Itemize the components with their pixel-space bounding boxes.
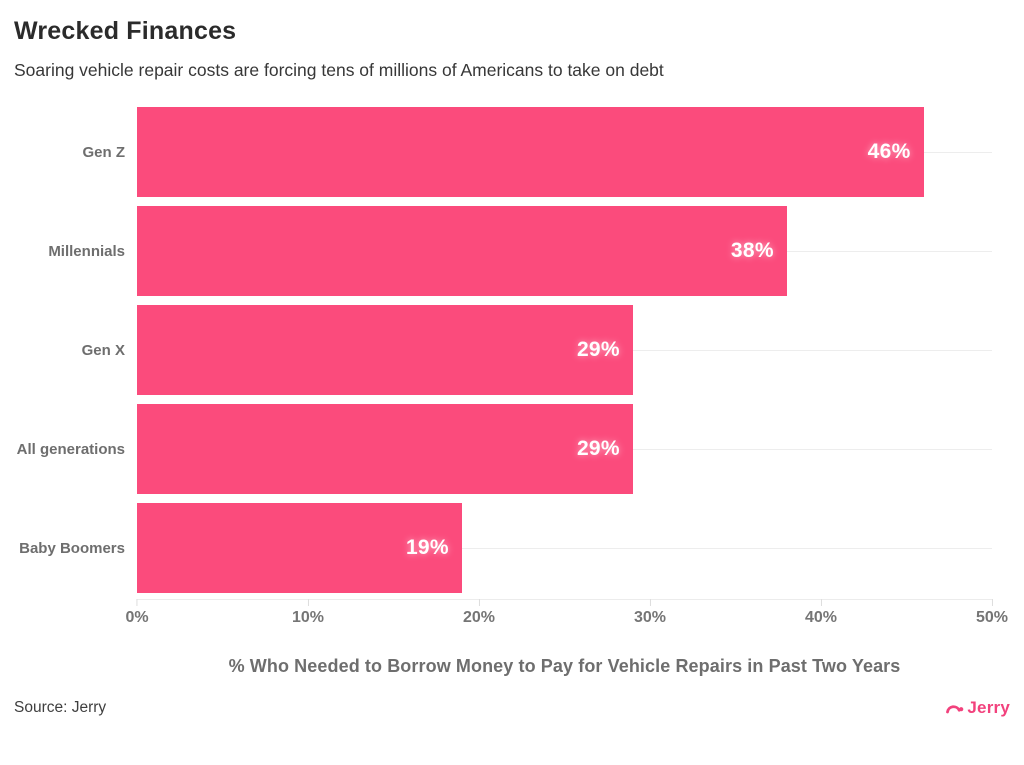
brand-logo: Jerry [945, 698, 1010, 718]
x-axis-tick: 50% [976, 599, 1008, 627]
tick-mark [991, 599, 993, 606]
x-axis: 0% 10% 20% 30% 40% 50% [125, 599, 1008, 633]
chart-footer: Source: Jerry Jerry [14, 698, 1010, 718]
bar-value-label: 38% [730, 239, 774, 262]
tick-label: 30% [633, 609, 667, 626]
bar: 19% [137, 503, 462, 593]
chart-row: All generations 29% [0, 404, 992, 494]
tick-mark [478, 599, 480, 606]
bar-chart: Gen Z 46% Millennials 38% Gen X 29% All genera… [0, 107, 992, 593]
category-label: Millennials [48, 242, 125, 260]
chart-row: Gen X 29% [0, 305, 992, 395]
source-note: Source: Jerry [14, 699, 107, 716]
x-axis-tick: 40% [805, 599, 837, 627]
tick-label: 20% [462, 609, 496, 626]
bar-track: 46% [137, 107, 992, 197]
tick-label: 50% [975, 609, 1009, 626]
bar: 46% [137, 107, 924, 197]
tick-mark [649, 599, 651, 606]
tick-mark [820, 599, 822, 606]
bar-track: 29% [137, 305, 992, 395]
x-axis-tick: 30% [634, 599, 666, 627]
x-axis-tick: 10% [292, 599, 324, 627]
x-axis-tick: 20% [463, 599, 495, 627]
category-label: Gen Z [82, 143, 125, 161]
jerry-swoosh-icon [945, 701, 964, 716]
bar: 29% [137, 404, 633, 494]
bar-track: 38% [137, 206, 992, 296]
tick-label: 10% [291, 609, 325, 626]
x-axis-title: % Who Needed to Borrow Money to Pay for … [228, 656, 901, 676]
tick-mark [136, 599, 138, 606]
chart-row: Millennials 38% [0, 206, 992, 296]
bar-value-label: 19% [405, 536, 449, 559]
chart-title: Wrecked Finances [14, 17, 237, 45]
tick-label: 0% [125, 609, 149, 626]
gridline [137, 548, 992, 549]
chart-row: Baby Boomers 19% [0, 503, 992, 593]
tick-label: 40% [804, 609, 838, 626]
bar: 29% [137, 305, 633, 395]
bar-value-label: 29% [576, 437, 620, 460]
brand-logo-text: Jerry [967, 698, 1010, 717]
chart-subtitle: Soaring vehicle repair costs are forcing… [14, 60, 664, 80]
bar-value-label: 46% [867, 140, 911, 163]
bar-track: 29% [137, 404, 992, 494]
x-axis-line [137, 599, 992, 600]
chart-header: Wrecked Finances Soaring vehicle repair … [0, 0, 1024, 81]
bar-value-label: 29% [576, 338, 620, 361]
chart-row: Gen Z 46% [0, 107, 992, 197]
category-label: Gen X [81, 341, 125, 359]
category-label: All generations [16, 440, 125, 458]
bar-track: 19% [137, 503, 992, 593]
bar: 38% [137, 206, 787, 296]
category-label: Baby Boomers [19, 539, 125, 557]
tick-mark [307, 599, 309, 606]
x-axis-tick: 0% [125, 599, 149, 627]
